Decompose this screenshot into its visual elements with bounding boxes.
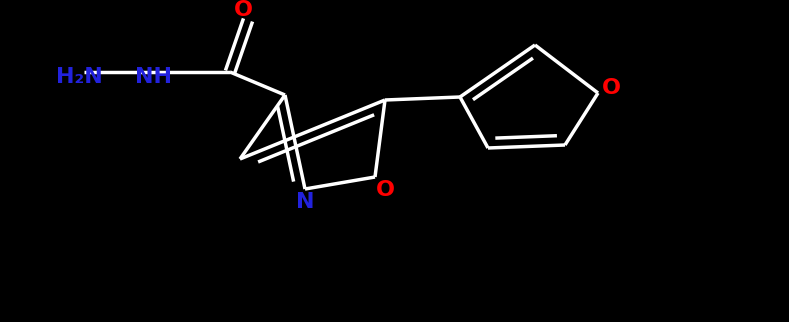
Text: H₂N: H₂N (56, 67, 103, 87)
Text: N: N (296, 192, 314, 212)
Text: O: O (601, 78, 620, 98)
Text: O: O (376, 180, 394, 200)
Text: O: O (234, 0, 252, 20)
Text: NH: NH (134, 67, 171, 87)
